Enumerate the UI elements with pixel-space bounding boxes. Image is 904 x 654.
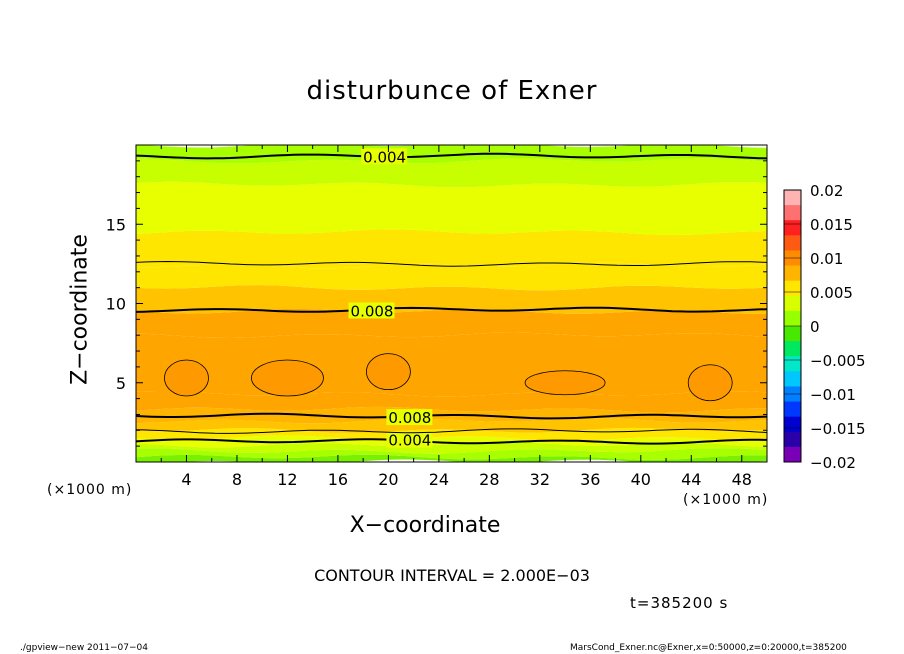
colorbar-swatch (784, 341, 801, 357)
field-band (136, 285, 767, 314)
field-band (136, 181, 767, 235)
colorbar-swatch (784, 371, 801, 387)
colorbar-label: −0.02 (810, 454, 856, 472)
contour-label-bg (361, 148, 408, 165)
x-tick-label: 44 (681, 470, 701, 489)
colorbar-label: −0.01 (810, 386, 856, 404)
colorbar-label: 0.02 (810, 182, 843, 200)
colorbar-label: 0.015 (810, 216, 853, 234)
colorbar-label: 0.005 (810, 284, 853, 302)
contour-label-bg (386, 409, 433, 426)
colorbar-swatch (784, 310, 801, 327)
y-tick-label: 10 (106, 295, 126, 314)
contour-line (136, 152, 767, 160)
contour-field (136, 145, 767, 462)
colorbar-swatch (784, 205, 801, 221)
maximum-cell (365, 353, 411, 391)
colorbar-swatch (784, 220, 801, 236)
chart-title: disturbunce of Exner (306, 76, 598, 106)
field-band (136, 454, 767, 462)
x-tick-label: 8 (232, 470, 242, 489)
x-tick-label: 4 (181, 470, 191, 489)
colorbar-label: −0.005 (810, 352, 866, 370)
x-unit-left: (×1000 m) (47, 482, 133, 498)
colorbar-swatch (784, 295, 801, 312)
colorbar-label: 0.01 (810, 250, 843, 268)
x-tick-label: 48 (732, 470, 752, 489)
contour-label-bg (386, 431, 433, 448)
time-stamp: t=385200 s (630, 594, 729, 612)
footer-right: MarsCond_Exner.nc@Exner,x=0:50000,z=0:20… (570, 643, 847, 653)
x-tick-label: 36 (580, 470, 600, 489)
maximum-cell (524, 370, 606, 396)
x-tick-label: 28 (479, 470, 499, 489)
x-tick-label: 40 (631, 470, 651, 489)
x-tick-label: 32 (530, 470, 550, 489)
x-tick-label: 24 (429, 470, 449, 489)
colorbar-swatch (784, 326, 801, 342)
contour-lines: 0.004 0.008 0.008 0.004 (136, 148, 767, 450)
maximum-cell (687, 364, 733, 402)
contour-label: 0.004 (363, 148, 406, 166)
colorbar-swatch (784, 235, 801, 251)
maximum-cell (164, 359, 209, 397)
field-band (136, 262, 767, 291)
contour-label: 0.004 (388, 432, 431, 450)
y-tick-label: 5 (116, 374, 126, 393)
contour-interval-note: CONTOUR INTERVAL = 2.000E−03 (314, 566, 590, 585)
contour-line (136, 260, 767, 267)
contour-line (136, 412, 767, 420)
y-axis-label: Z−coordinate (67, 234, 93, 385)
contour-line (136, 306, 767, 313)
contour-label: 0.008 (388, 409, 431, 427)
colorbar-swatch (784, 431, 801, 448)
footer-left: ./gpview−new 2011−07−04 (20, 643, 148, 653)
contour-line (136, 428, 767, 434)
field-band (136, 332, 767, 397)
field-band (136, 229, 767, 269)
x-tick-label: 20 (378, 470, 398, 489)
field-band (136, 391, 767, 413)
y-tick-label: 15 (106, 215, 126, 234)
colorbar-swatch (784, 446, 801, 463)
colorbar-label: −0.015 (810, 420, 866, 438)
contour-line (136, 438, 767, 445)
field-band (136, 418, 767, 433)
colorbar-swatch (784, 190, 801, 206)
x-unit-right: (×1000 m) (683, 492, 769, 508)
colorbar-swatch (784, 280, 801, 297)
field-band (136, 441, 767, 454)
colorbar-swatch (784, 356, 801, 372)
colorbar-label: 0 (810, 318, 820, 336)
contour-label-bg (348, 302, 395, 319)
colorbar: 0.02 0.015 0.01 0.005 0 −0.005 −0.01 −0.015 −0.0… (783, 182, 866, 472)
colorbar-swatch (784, 416, 801, 433)
colorbar-swatch (784, 265, 801, 282)
x-tick-label: 16 (328, 470, 348, 489)
maximum-cell (251, 359, 324, 397)
field-band (136, 158, 767, 188)
field-band (136, 308, 767, 338)
field-band (136, 448, 767, 460)
colorbar-swatch (784, 401, 801, 418)
contour-label: 0.008 (351, 302, 394, 320)
field-band (136, 435, 767, 448)
x-tick-label: 12 (277, 470, 297, 489)
x-axis-label: X−coordinate (349, 513, 501, 538)
